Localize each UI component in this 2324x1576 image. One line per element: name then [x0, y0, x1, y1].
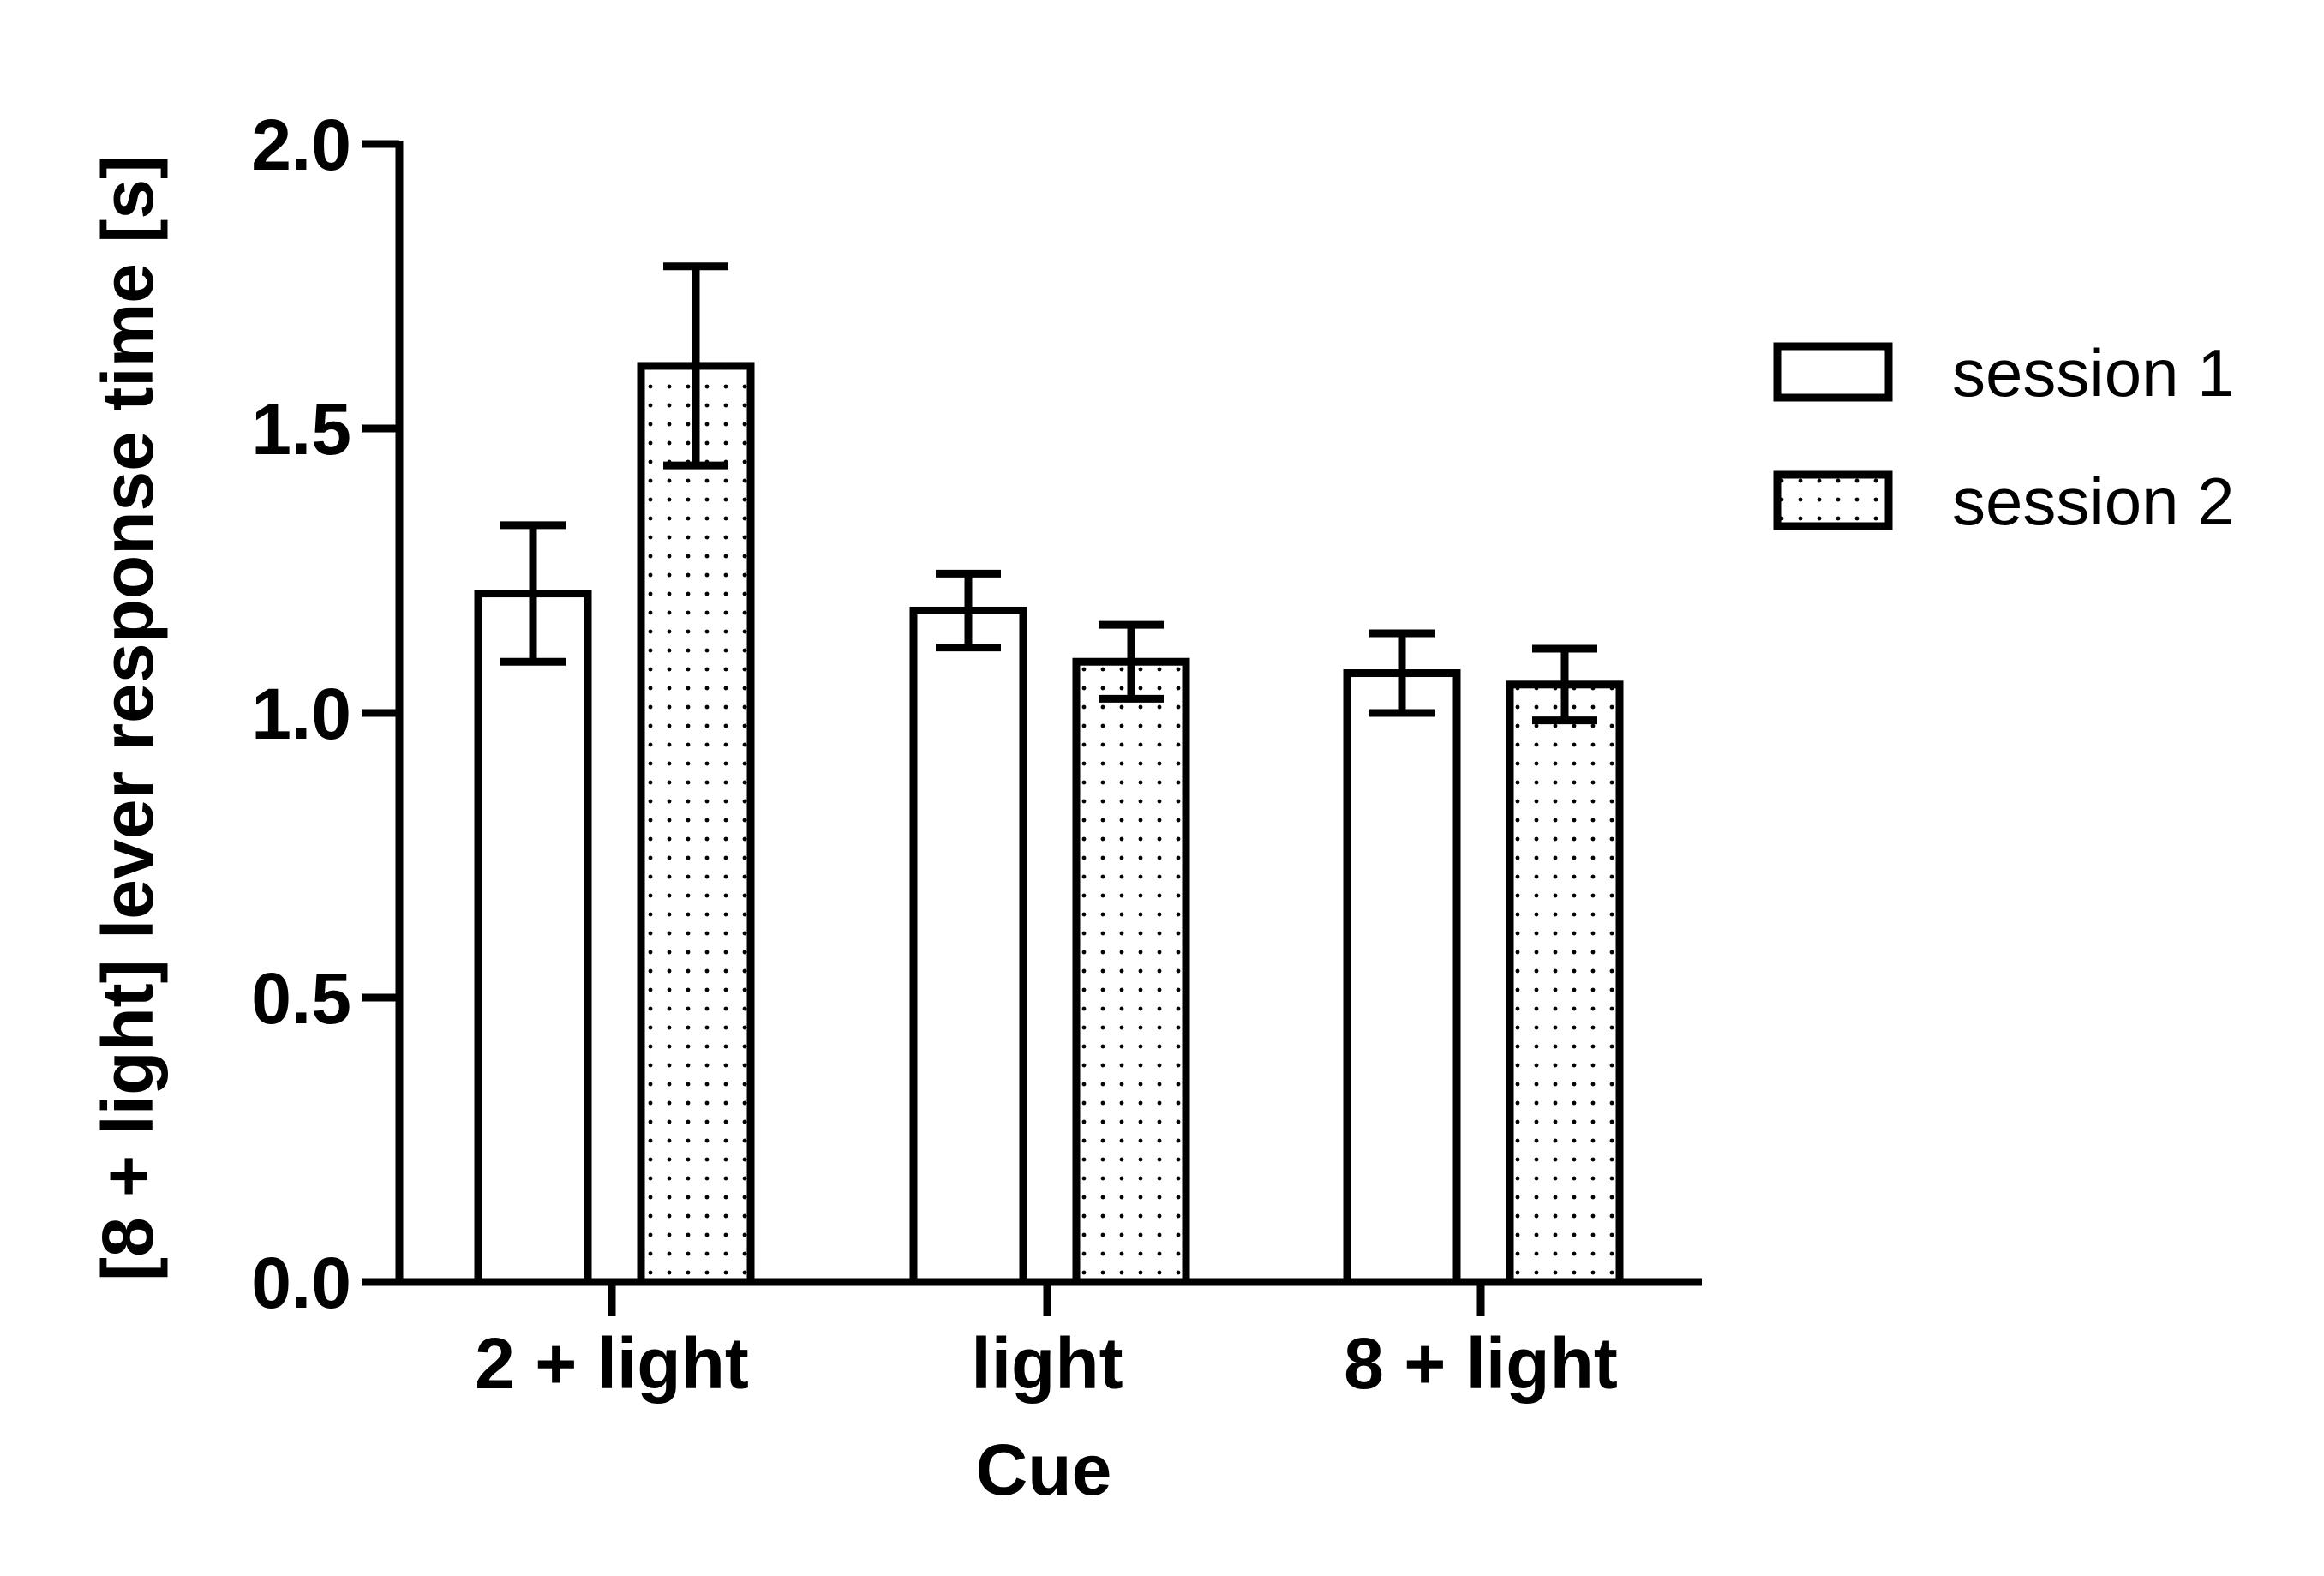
legend-label-session-2: session 2 — [1952, 464, 2235, 539]
y-tick-label: 0.0 — [251, 1243, 351, 1323]
bar-session-1-1 — [909, 606, 1027, 1286]
y-tick-label: 2.0 — [251, 105, 351, 185]
bars — [474, 362, 1624, 1286]
y-tick-label: 1.5 — [251, 389, 351, 470]
legend: session 1 session 2 — [1773, 335, 2235, 539]
x-tick-label: 2 + light — [475, 1323, 749, 1404]
bar-session-1-0 — [474, 590, 592, 1286]
x-axis-title: Cue — [976, 1429, 1112, 1510]
legend-swatch-session-2 — [1773, 470, 1893, 530]
legend-label-session-1: session 1 — [1952, 335, 2235, 410]
bar-session-2-2 — [1506, 680, 1624, 1286]
legend-swatch-session-1 — [1773, 342, 1893, 402]
bar-session-2-0 — [637, 362, 755, 1286]
error-bars — [500, 262, 1597, 725]
y-axis: 0.0 0.5 1.0 1.5 2.0 — [251, 105, 404, 1323]
bar-session-2-1 — [1072, 657, 1190, 1286]
x-tick-label: 8 + light — [1344, 1323, 1618, 1404]
y-tick-label: 1.0 — [251, 674, 351, 754]
x-tick-label: light — [971, 1323, 1123, 1404]
bar-session-1-2 — [1343, 669, 1461, 1286]
y-tick-label: 0.5 — [251, 958, 351, 1039]
x-axis: 2 + light light 8 + light — [396, 1278, 1702, 1404]
y-axis-title: [8 + light] lever response time [s] — [87, 155, 168, 1281]
